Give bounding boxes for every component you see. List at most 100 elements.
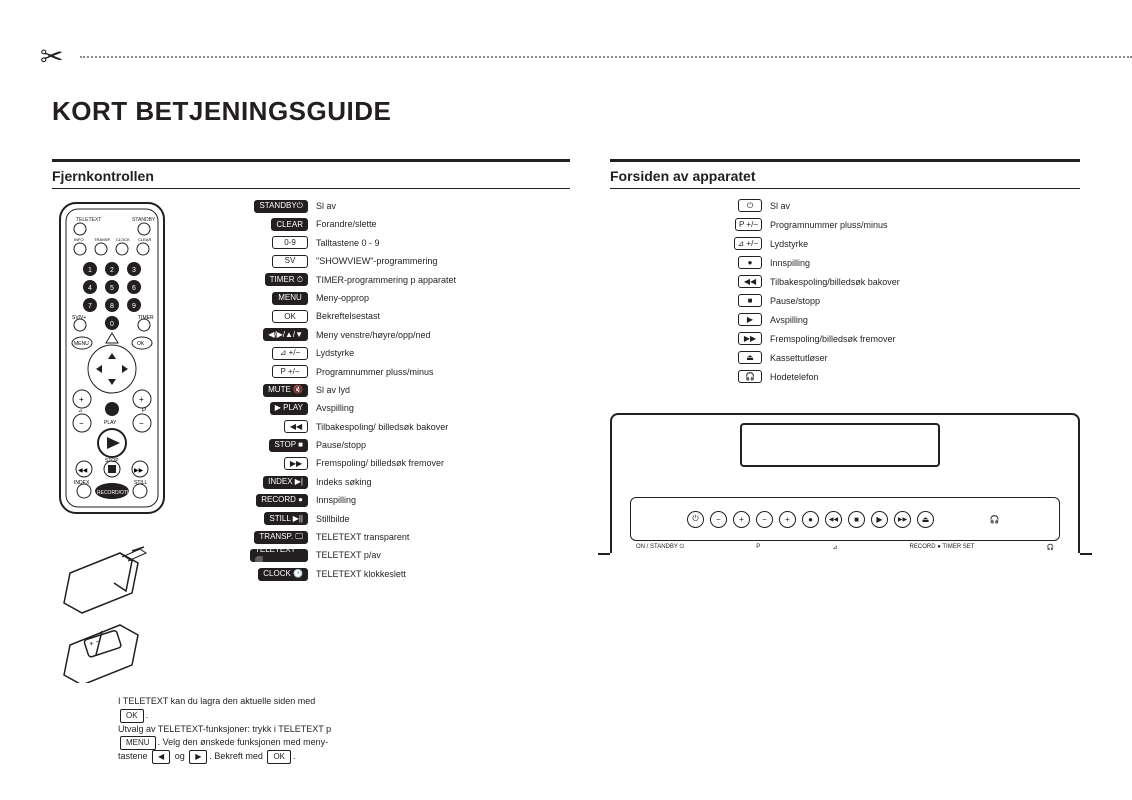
remote-row: INDEX ▶| Indeks søking <box>250 475 570 489</box>
panel-button-desc: Programnummer pluss/minus <box>770 220 1080 230</box>
remote-row: ◀◀ Tilbakespoling/ billedsøk bakover <box>250 420 570 434</box>
remote-control-illustration: TELETEXT STANDBY INFOTRANSP.CLOCKCLEAR <box>52 199 232 683</box>
panel-button-icon: ■ <box>738 294 762 307</box>
vcr-ffwd-icon: ▶▶ <box>894 511 911 528</box>
remote-button-label: ◀◀ <box>284 420 308 433</box>
panel-button-icon: ⏻ <box>738 199 762 212</box>
remote-button-label: ⊿ +/− <box>272 347 308 360</box>
panel-row: 🎧Hodetelefon <box>730 370 1080 383</box>
remote-row: ⊿ +/−Lydstyrke <box>250 346 570 360</box>
remote-button-label: ▶▶ <box>284 457 308 470</box>
svg-text:OK: OK <box>137 341 145 347</box>
svg-text:P: P <box>142 408 146 414</box>
svg-text:−: − <box>79 419 84 428</box>
remote-row: ▶▶ Fremspoling/ billedsøk fremover <box>250 456 570 470</box>
vcr-stop-icon: ■ <box>848 511 865 528</box>
panel-button-desc: Sl av <box>770 201 1080 211</box>
remote-button-desc: Meny-opprop <box>316 291 570 305</box>
remote-button-label: TRANSP. 🖵 <box>254 531 308 544</box>
remote-button-desc: Sl av <box>316 199 570 213</box>
svg-text:2: 2 <box>110 267 114 274</box>
remote-button-label: CLEAR <box>271 218 308 231</box>
remote-button-label: INDEX ▶| <box>263 476 308 489</box>
remote-row: MUTE 🔇 Sl av lyd <box>250 383 570 397</box>
remote-row: TRANSP. 🖵TELETEXT transparent <box>250 530 570 544</box>
page-title: KORT BETJENINGSGUIDE <box>52 96 1080 127</box>
vcr-vol-minus-icon: − <box>756 511 773 528</box>
vcr-record-icon: ● <box>802 511 819 528</box>
panel-button-icon: ▶ <box>738 313 762 326</box>
panel-row: ■ Pause/stopp <box>730 294 1080 307</box>
remote-button-label: RECORD ● <box>256 494 308 507</box>
left-arrow-inline: ◀ <box>152 750 170 764</box>
remote-button-desc: "SHOWVIEW"-programmering <box>316 254 570 268</box>
remote-row: STANDBY⏻Sl av <box>250 199 570 213</box>
remote-button-label: STOP ■ <box>269 439 308 452</box>
svg-text:+: + <box>139 395 144 404</box>
remote-button-label: ▶ PLAY <box>270 402 308 415</box>
panel-button-desc: Avspilling <box>770 315 1080 325</box>
vcr-vol-plus-icon: + <box>779 511 796 528</box>
vcr-front-illustration: ⏻ − + − + ● ◀◀ ■ ▶ ▶▶ ⏏ 🎧 ON / STANDBY ⏻ <box>610 413 1080 553</box>
front-panel-list: ⏻Sl avP +/−Programnummer pluss/minus⊿ +/… <box>730 199 1080 383</box>
remote-button-desc: Indeks søking <box>316 475 570 489</box>
vcr-standby-icon: ⏻ <box>687 511 704 528</box>
remote-button-desc: Tilbakespoling/ billedsøk bakover <box>316 420 570 434</box>
panel-button-desc: Lydstyrke <box>770 239 1080 249</box>
remote-button-desc: Meny venstre/høyre/opp/ned <box>316 328 570 342</box>
cut-line <box>80 56 1132 58</box>
remote-button-label: MUTE 🔇 <box>263 384 308 397</box>
battery-illustration: + − <box>52 543 172 683</box>
svg-text:6: 6 <box>132 285 136 292</box>
panel-button-icon: ▶▶ <box>738 332 762 345</box>
remote-button-label: SV <box>272 255 308 268</box>
panel-button-icon: ⏏ <box>738 351 762 364</box>
panel-row: ⏏Kassettutløser <box>730 351 1080 364</box>
svg-text:0: 0 <box>110 321 114 328</box>
remote-button-label: P +/− <box>272 365 308 378</box>
remote-row: STILL ▶||Stillbilde <box>250 512 570 526</box>
remote-row: STOP ■Pause/stopp <box>250 438 570 452</box>
vcr-prog-plus-icon: + <box>733 511 750 528</box>
remote-row: CLEAR Forandre/slette <box>250 217 570 231</box>
vcr-rewind-icon: ◀◀ <box>825 511 842 528</box>
panel-button-desc: Pause/stopp <box>770 296 1080 306</box>
svg-text:7: 7 <box>88 303 92 310</box>
remote-row: SV "SHOWVIEW"-programmering <box>250 254 570 268</box>
remote-button-label: TELETEXT 🗐 <box>250 549 308 562</box>
svg-text:4: 4 <box>88 285 92 292</box>
right-arrow-inline: ▶ <box>189 750 207 764</box>
remote-button-desc: TELETEXT p/av <box>316 548 570 562</box>
ok-button-inline: OK <box>120 709 144 723</box>
remote-button-desc: Sl av lyd <box>316 383 570 397</box>
svg-text:STANDBY: STANDBY <box>132 217 156 223</box>
svg-text:9: 9 <box>132 303 136 310</box>
remote-button-desc: Fremspoling/ billedsøk fremover <box>316 456 570 470</box>
remote-button-desc: Bekreftelsestast <box>316 309 570 323</box>
remote-row: OKBekreftelsestast <box>250 309 570 323</box>
svg-text:RECORD/OTR: RECORD/OTR <box>97 490 131 496</box>
svg-text:TRANSP.: TRANSP. <box>94 237 111 242</box>
panel-row: P +/−Programnummer pluss/minus <box>730 218 1080 231</box>
remote-button-label: STILL ▶|| <box>264 512 308 525</box>
remote-row: ▶ PLAYAvspilling <box>250 401 570 415</box>
svg-text:⊿: ⊿ <box>78 408 82 414</box>
panel-row: ◀◀Tilbakespoling/billedsøk bakover <box>730 275 1080 288</box>
remote-button-desc: Forandre/slette <box>316 217 570 231</box>
svg-text:▶▶: ▶▶ <box>134 468 144 474</box>
remote-button-desc: TIMER-programmering p apparatet <box>316 273 570 287</box>
vcr-label-standby: ON / STANDBY ⏻ <box>636 544 684 551</box>
remote-row: ◀/▶/▲/▼Meny venstre/høyre/opp/ned <box>250 328 570 342</box>
vcr-label-hp: 🎧 <box>1046 544 1053 551</box>
page-content: KORT BETJENINGSGUIDE Fjernkontrollen TEL… <box>52 96 1080 780</box>
svg-text:5: 5 <box>110 285 114 292</box>
panel-button-icon: ◀◀ <box>738 275 762 288</box>
svg-text:TELETEXT: TELETEXT <box>76 217 101 223</box>
remote-button-desc: TELETEXT klokkeslett <box>316 567 570 581</box>
remote-row: P +/−Programnummer pluss/minus <box>250 365 570 379</box>
panel-row: ●Innspilling <box>730 256 1080 269</box>
right-column: Forsiden av apparatet ⏻Sl avP +/−Program… <box>610 159 1080 764</box>
remote-button-label: 0-9 <box>272 236 308 249</box>
remote-button-list: STANDBY⏻Sl avCLEARForandre/slette0-9Tall… <box>250 199 570 683</box>
remote-button-label: TIMER ⏱ <box>265 273 308 286</box>
